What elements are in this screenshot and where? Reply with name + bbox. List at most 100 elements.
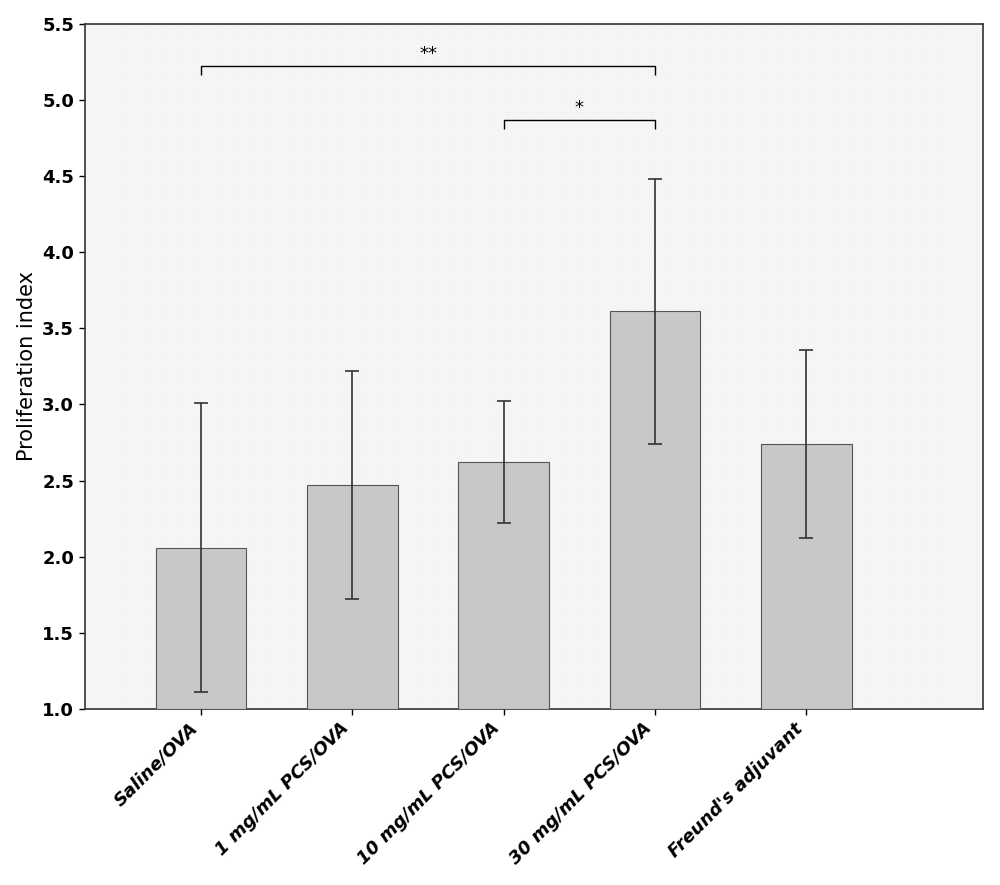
- Point: [717, 385, 733, 399]
- Point: [553, 288, 569, 302]
- Point: [698, 349, 714, 363]
- Point: [263, 543, 279, 558]
- Point: [807, 434, 823, 448]
- Point: [807, 482, 823, 496]
- Point: [789, 264, 805, 278]
- Point: [589, 421, 605, 435]
- Point: [136, 68, 152, 82]
- Point: [698, 385, 714, 399]
- Point: [553, 275, 569, 289]
- Point: [535, 604, 551, 619]
- Point: [462, 239, 478, 253]
- Point: [916, 154, 932, 168]
- Point: [117, 178, 133, 192]
- Point: [789, 495, 805, 509]
- Point: [535, 264, 551, 278]
- Point: [172, 129, 188, 143]
- Point: [862, 117, 878, 131]
- Point: [753, 397, 769, 412]
- Point: [698, 604, 714, 619]
- Point: [934, 543, 950, 558]
- Point: [244, 617, 260, 631]
- Point: [154, 68, 170, 82]
- Point: [408, 434, 424, 448]
- Point: [644, 56, 660, 70]
- Point: [390, 653, 406, 667]
- Point: [698, 68, 714, 82]
- Point: [481, 482, 497, 496]
- Point: [335, 324, 351, 338]
- Point: [862, 361, 878, 375]
- Point: [789, 397, 805, 412]
- Point: [771, 165, 787, 180]
- Point: [499, 689, 515, 704]
- Point: [553, 239, 569, 253]
- Point: [916, 336, 932, 350]
- Point: [589, 641, 605, 655]
- Point: [789, 105, 805, 119]
- Point: [481, 81, 497, 95]
- Point: [535, 629, 551, 643]
- Point: [771, 227, 787, 241]
- Point: [626, 239, 642, 253]
- Point: [154, 592, 170, 606]
- Point: [517, 629, 533, 643]
- Point: [462, 641, 478, 655]
- Point: [481, 190, 497, 204]
- Point: [844, 312, 860, 327]
- Point: [753, 44, 769, 58]
- Point: [644, 678, 660, 692]
- Point: [862, 239, 878, 253]
- Point: [190, 507, 206, 521]
- Point: [571, 312, 587, 327]
- Point: [735, 421, 751, 435]
- Point: [517, 190, 533, 204]
- Point: [862, 44, 878, 58]
- Point: [662, 117, 678, 131]
- Point: [626, 361, 642, 375]
- Point: [335, 421, 351, 435]
- Point: [462, 142, 478, 156]
- Point: [535, 580, 551, 594]
- Point: [589, 105, 605, 119]
- Point: [626, 178, 642, 192]
- Point: [462, 93, 478, 107]
- Point: [735, 312, 751, 327]
- Point: [335, 629, 351, 643]
- Point: [735, 117, 751, 131]
- Point: [408, 361, 424, 375]
- Point: [789, 93, 805, 107]
- Point: [481, 275, 497, 289]
- Point: [826, 214, 842, 228]
- Point: [880, 629, 896, 643]
- Point: [117, 300, 133, 314]
- Point: [226, 288, 242, 302]
- Point: [844, 434, 860, 448]
- Point: [553, 580, 569, 594]
- Point: [172, 227, 188, 241]
- Point: [916, 190, 932, 204]
- Point: [208, 32, 224, 46]
- Point: [862, 653, 878, 667]
- Point: [898, 300, 914, 314]
- Point: [698, 482, 714, 496]
- Point: [717, 142, 733, 156]
- Point: [226, 604, 242, 619]
- Point: [844, 458, 860, 473]
- Point: [934, 190, 950, 204]
- Point: [426, 129, 442, 143]
- Point: [934, 178, 950, 192]
- Point: [862, 446, 878, 460]
- Point: [172, 543, 188, 558]
- Point: [571, 641, 587, 655]
- Point: [226, 592, 242, 606]
- Point: [553, 446, 569, 460]
- Point: [934, 361, 950, 375]
- Point: [608, 689, 624, 704]
- Point: [608, 641, 624, 655]
- Point: [662, 678, 678, 692]
- Point: [263, 117, 279, 131]
- Point: [934, 264, 950, 278]
- Point: [553, 373, 569, 387]
- Point: [844, 203, 860, 217]
